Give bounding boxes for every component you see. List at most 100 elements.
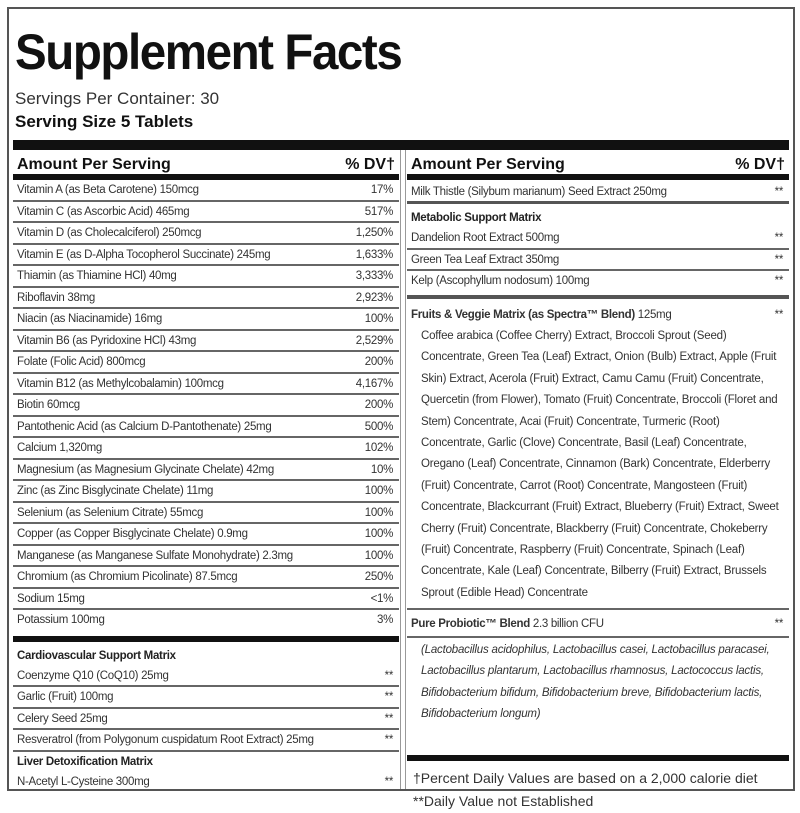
ingredient-name: Magnesium (as Magnesium Glycinate Chelat… xyxy=(17,463,274,476)
fruits-amount: 125mg xyxy=(637,308,672,321)
ingredient-row: Vitamin B6 (as Pyridoxine HCl) 43mg 2,529… xyxy=(13,331,399,352)
ingredient-row: Calcium 1,320mg 102% xyxy=(13,438,399,460)
servings-per-container: Servings Per Container: 30 xyxy=(15,89,220,108)
ingredient-dv: 1,633% xyxy=(355,248,394,261)
amount-header: Amount Per Serving xyxy=(411,156,565,173)
supplement-facts-label: Supplement Facts Servings Per Container:… xyxy=(7,7,795,809)
ingredient-dv: ** xyxy=(774,232,784,244)
ingredient-dv: 10% xyxy=(370,463,393,476)
ingredient-name: Folate (Folic Acid) 800mcg xyxy=(17,356,146,368)
ingredient-name: Garlic (Fruit) 100mg xyxy=(17,691,114,703)
footnote-not-established: **Daily Value not Established xyxy=(413,793,594,810)
ingredient-dv: 100% xyxy=(364,485,394,497)
divider-bar xyxy=(13,140,789,150)
ingredient-dv: 100% xyxy=(364,528,394,540)
ingredient-row: Vitamin C (as Ascorbic Acid) 465mg 517% xyxy=(13,202,399,223)
ingredient-dv: 500% xyxy=(364,420,394,433)
ingredient-name: Dandelion Root Extract 500mg xyxy=(411,232,560,244)
probiotic-amount: 2.3 billion CFU xyxy=(532,618,604,631)
ingredient-name: Zinc (as Zinc Bisglycinate Chelate) 11mg xyxy=(17,485,214,497)
divider-bar xyxy=(13,635,399,642)
ingredient-dv: 100% xyxy=(364,506,394,519)
ingredient-name: Riboflavin 38mg xyxy=(17,291,95,304)
liver-list: N-Acetyl L-Cysteine 300mg ** xyxy=(13,772,399,794)
ingredient-dv: <1% xyxy=(370,592,394,605)
ingredient-row: Vitamin D (as Cholecalciferol) 250mcg 1,2… xyxy=(13,223,399,245)
ingredient-name: Selenium (as Selenium Citrate) 55mcg xyxy=(17,506,204,519)
nutrient-list: Vitamin A (as Beta Carotene) 150mcg 17% Vi… xyxy=(13,180,399,632)
column-divider xyxy=(400,150,406,789)
ingredient-name: Chromium (as Chromium Picolinate) 87.5mc… xyxy=(17,571,238,583)
ingredient-name: N-Acetyl L-Cysteine 300mg xyxy=(17,775,150,788)
fruits-title: Fruits & Veggie Matrix (as Spectra™ Blen… xyxy=(411,308,635,321)
ingredient-row: Niacin (as Niacinamide) 16mg 100% xyxy=(13,309,399,331)
ingredient-row: Sodium 15mg <1% xyxy=(13,589,399,610)
ingredient-dv: 517% xyxy=(364,205,394,218)
dv-header: % DV† xyxy=(735,156,785,173)
milk-thistle-row: Milk Thistle (Silybum marianum) Seed Ext… xyxy=(407,180,789,204)
probiotic-dv: ** xyxy=(774,618,784,631)
ingredient-row: Celery Seed 25mg ** xyxy=(13,709,399,730)
amount-header: Amount Per Serving xyxy=(17,156,171,173)
ingredient-dv: ** xyxy=(774,253,784,266)
ingredient-row: Thiamin (as Thiamine HCl) 40mg 3,333% xyxy=(13,266,399,288)
divider-bar xyxy=(407,294,789,299)
ingredient-dv: 4,167% xyxy=(355,377,394,390)
ingredient-row: Copper (as Copper Bisglycinate Chelate) … xyxy=(13,524,399,546)
ingredient-row: Riboflavin 38mg 2,923% xyxy=(13,288,399,309)
ingredient-name: Sodium 15mg xyxy=(17,592,85,605)
ingredient-dv: 102% xyxy=(364,442,394,454)
ingredient-name: Manganese (as Manganese Sulfate Monohydr… xyxy=(17,549,293,562)
ingredient-dv: ** xyxy=(774,275,784,287)
probiotic-title-row: Pure Probiotic™ Blend 2.3 billion CFU ** xyxy=(407,614,789,636)
ingredient-dv: 100% xyxy=(364,313,394,325)
ingredient-name: Vitamin E (as D-Alpha Tocopherol Succina… xyxy=(17,248,271,261)
ingredient-dv: 3,333% xyxy=(355,270,394,282)
ingredient-row: Magnesium (as Magnesium Glycinate Chelat… xyxy=(13,460,399,481)
ingredient-dv: ** xyxy=(384,775,394,788)
ingredient-dv: 100% xyxy=(364,549,394,562)
ingredient-row: Garlic (Fruit) 100mg ** xyxy=(13,687,399,709)
ingredient-row: Biotin 60mcg 200% xyxy=(13,395,399,417)
ingredient-name: Vitamin B12 (as Methylcobalamin) 100mcg xyxy=(17,377,224,390)
ingredient-dv: 2,529% xyxy=(355,334,394,347)
ingredient-row: Vitamin E (as D-Alpha Tocopherol Succina… xyxy=(13,245,399,266)
ingredient-name: Vitamin A (as Beta Carotene) 150mcg xyxy=(17,184,199,196)
ingredient-row: Kelp (Ascophyllum nodosum) 100mg ** xyxy=(407,271,789,293)
ingredient-row: Coenzyme Q10 (CoQ10) 25mg ** xyxy=(13,666,399,687)
footnote-dv: †Percent Daily Values are based on a 2,0… xyxy=(413,770,758,787)
ingredient-name: Pantothenic Acid (as Calcium D-Pantothen… xyxy=(17,420,272,433)
cardio-list: Coenzyme Q10 (CoQ10) 25mg ** Garlic (Fruit… xyxy=(13,666,399,752)
ingredient-row: Vitamin B12 (as Methylcobalamin) 100mcg 4… xyxy=(13,374,399,395)
ingredient-dv: 17% xyxy=(370,184,393,196)
fruits-ingredients: Coffee arabica (Coffee Cherry) Extract, … xyxy=(407,326,789,611)
ingredient-row: Pantothenic Acid (as Calcium D-Pantothen… xyxy=(13,417,399,438)
ingredient-row: Selenium (as Selenium Citrate) 55mcg 100% xyxy=(13,503,399,524)
serving-size: Serving Size 5 Tablets xyxy=(15,112,194,131)
ingredient-name: Copper (as Copper Bisglycinate Chelate) … xyxy=(17,528,248,540)
divider-bar xyxy=(407,755,789,762)
ingredient-dv: 200% xyxy=(364,399,394,411)
ingredient-name: Kelp (Ascophyllum nodosum) 100mg xyxy=(411,275,590,287)
right-column: Amount Per Serving % DV† Milk Thistle (S… xyxy=(407,150,789,813)
ingredient-row: Manganese (as Manganese Sulfate Monohydr… xyxy=(13,546,399,567)
ingredient-name: Biotin 60mcg xyxy=(17,399,80,411)
label-title: Supplement Facts xyxy=(15,24,403,80)
ingredient-dv: ** xyxy=(384,669,394,682)
ingredient-row: Zinc (as Zinc Bisglycinate Chelate) 11mg… xyxy=(13,481,399,503)
ingredient-name: Vitamin B6 (as Pyridoxine HCl) 43mg xyxy=(17,334,197,347)
ingredient-dv: 3% xyxy=(376,614,393,626)
ingredient-row: Green Tea Leaf Extract 350mg ** xyxy=(407,250,789,271)
ingredient-dv: 200% xyxy=(364,356,394,368)
ingredient-row: Chromium (as Chromium Picolinate) 87.5mc… xyxy=(13,567,399,589)
right-header: Amount Per Serving % DV† xyxy=(407,150,789,180)
metabolic-title: Metabolic Support Matrix xyxy=(411,212,542,224)
ingredient-dv: ** xyxy=(384,691,394,703)
metabolic-list: Dandelion Root Extract 500mg ** Green Tea … xyxy=(407,228,789,293)
dv-header: % DV† xyxy=(345,156,395,173)
ingredient-name: Vitamin C (as Ascorbic Acid) 465mg xyxy=(17,205,190,218)
ingredient-dv: 2,923% xyxy=(355,291,394,304)
probiotic-title: Pure Probiotic™ Blend xyxy=(411,618,530,631)
left-header: Amount Per Serving % DV† xyxy=(13,150,399,180)
ingredient-row: Folate (Folic Acid) 800mcg 200% xyxy=(13,352,399,374)
